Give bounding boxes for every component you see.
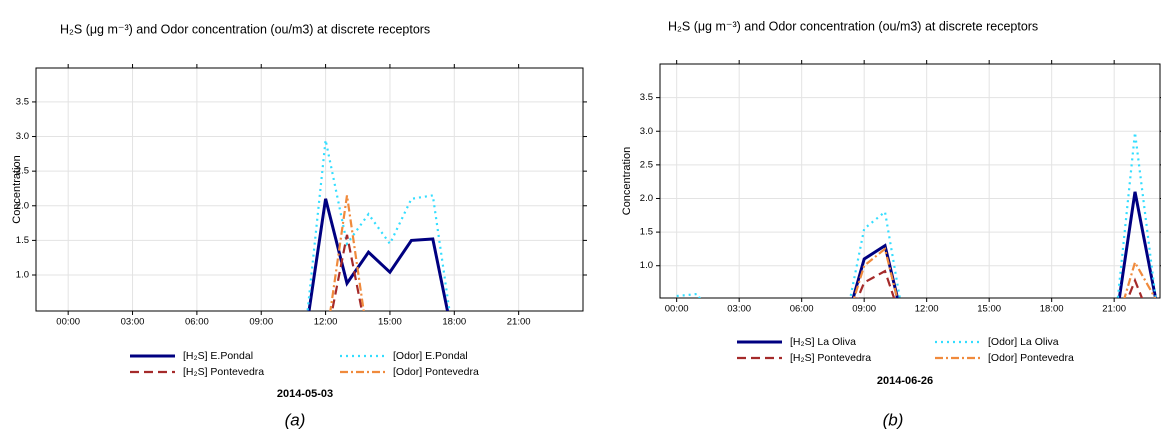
x-tick-label: 21:00 (1102, 304, 1126, 315)
x-tick-label: 15:00 (378, 317, 402, 328)
caption: (a) (285, 410, 306, 429)
y-tick-label: 2.0 (16, 200, 29, 211)
series-line (856, 269, 1144, 298)
x-tick-label: 09:00 (852, 304, 876, 315)
x-axis-label: 2014-05-03 (277, 388, 333, 400)
y-tick-label: 2.0 (640, 193, 653, 204)
series-line (307, 198, 450, 311)
series-line (853, 246, 1157, 298)
legend-label: [H₂S] Pontevedra (183, 366, 264, 378)
x-tick-label: 18:00 (442, 317, 466, 328)
y-axis-label: Concentration (621, 147, 633, 216)
x-tick-label: 03:00 (121, 317, 145, 328)
y-tick-label: 1.0 (16, 270, 29, 281)
x-tick-label: 06:00 (185, 317, 209, 328)
x-tick-label: 21:00 (507, 317, 531, 328)
legend-label: [Odor] Pontevedra (393, 366, 479, 378)
y-tick-label: 3.0 (640, 126, 653, 137)
legend-label: [Odor] Pontevedra (988, 352, 1074, 364)
y-tick-label: 1.5 (640, 227, 653, 238)
y-tick-label: 3.5 (640, 92, 653, 103)
x-tick-label: 12:00 (314, 317, 338, 328)
plot-frame (659, 63, 1161, 299)
legend-label: [H₂S] E.Pondal (183, 350, 253, 362)
legend-label: [Odor] E.Pondal (393, 350, 468, 362)
x-tick-label: 00:00 (56, 317, 80, 328)
x-tick-label: 09:00 (249, 317, 273, 328)
y-tick-label: 1.0 (640, 260, 653, 271)
chart-title: H₂S (μg m⁻³) and Odor concentration (ou/… (60, 22, 430, 36)
x-tick-label: 06:00 (790, 304, 814, 315)
y-tick-label: 3.5 (16, 96, 29, 107)
y-tick-label: 2.5 (16, 166, 29, 177)
legend-label: [Odor] La Oliva (988, 336, 1059, 348)
x-tick-label: 15:00 (977, 304, 1001, 315)
series-line (330, 234, 364, 311)
x-tick-label: 18:00 (1040, 304, 1064, 315)
x-tick-label: 00:00 (665, 304, 689, 315)
y-tick-label: 1.5 (16, 235, 29, 246)
x-tick-label: 03:00 (727, 304, 751, 315)
chart-title: H₂S (μg m⁻³) and Odor concentration (ou/… (668, 19, 1038, 33)
legend-label: [H₂S] Pontevedra (790, 352, 871, 364)
y-tick-label: 3.0 (16, 131, 29, 142)
chart: H₂S (μg m⁻³) and Odor concentration (ou/… (621, 19, 1161, 429)
series-line (306, 139, 451, 311)
x-tick-label: 12:00 (915, 304, 939, 315)
caption: (b) (883, 410, 904, 429)
chart: H₂S (μg m⁻³) and Odor concentration (ou/… (11, 22, 587, 429)
y-axis-label: Concentration (11, 155, 23, 224)
legend-label: [H₂S] La Oliva (790, 336, 856, 348)
y-tick-label: 2.5 (640, 159, 653, 170)
x-axis-label: 2014-06-26 (877, 375, 933, 387)
